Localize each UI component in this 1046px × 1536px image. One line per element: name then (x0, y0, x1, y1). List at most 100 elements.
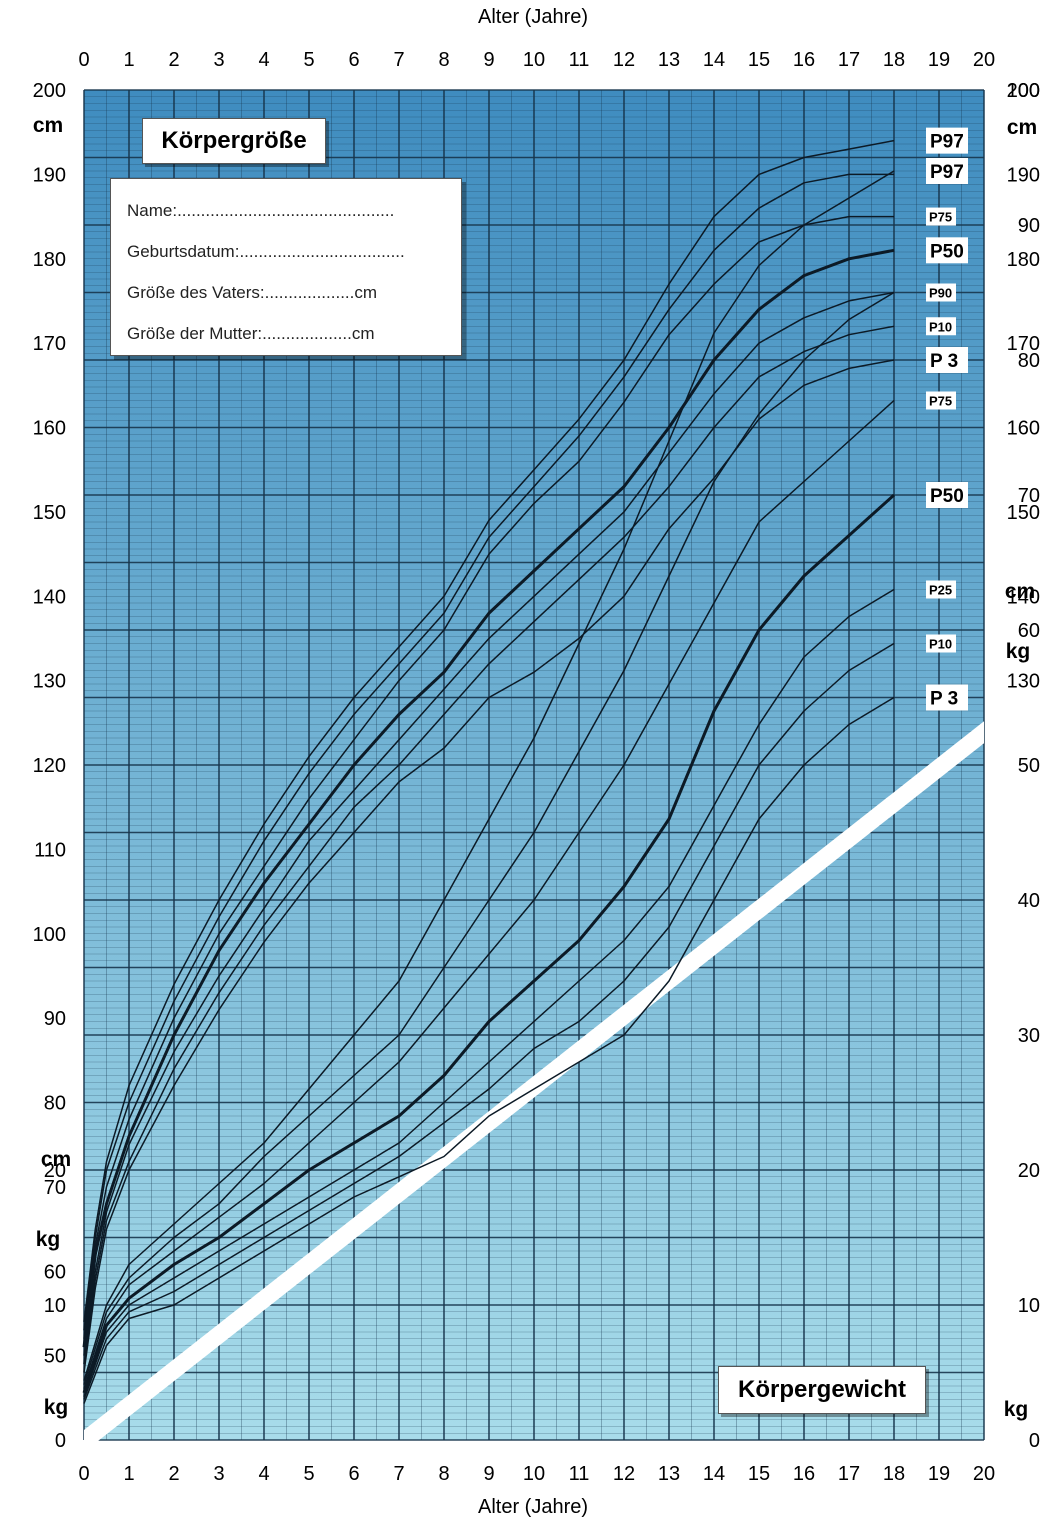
height-tick-right: 140 (1007, 586, 1040, 608)
x-tick-label-bottom: 15 (748, 1463, 770, 1485)
unit-label-cm: cm (1005, 580, 1035, 603)
weight-percentile-label-p97: P97 (930, 162, 964, 183)
x-tick-label-top: 16 (793, 49, 815, 71)
x-tick-label-bottom: 20 (973, 1463, 995, 1485)
weight-tick-right: 20 (1018, 1160, 1040, 1182)
height-tick-right: 200 (1007, 80, 1040, 102)
height-percentile-box (926, 317, 956, 336)
weight-percentile-label-p3: P 3 (930, 689, 958, 710)
x-tick-label-top: 11 (569, 49, 590, 71)
height-percentile-label-p3: P 3 (930, 351, 958, 372)
height-tick-left: 140 (33, 586, 66, 608)
weight-tick-right: 40 (1018, 890, 1040, 912)
unit-label-kg: kg (1004, 1398, 1029, 1421)
x-tick-label-top: 18 (883, 49, 905, 71)
weight-tick-right: 90 (1018, 215, 1040, 237)
height-tick-left: 80 (44, 1093, 66, 1115)
height-tick-left: 110 (34, 839, 66, 861)
weight-percentile-box (926, 158, 968, 184)
height-chart-title: Körpergröße (142, 118, 326, 164)
x-tick-label-bottom: 10 (523, 1463, 545, 1485)
weight-percentile-label-p50: P50 (930, 486, 964, 507)
name-field[interactable]: Name:...................................… (127, 201, 395, 220)
x-tick-label-bottom: 13 (658, 1463, 680, 1485)
x-tick-label-bottom: 3 (213, 1463, 224, 1485)
father-height-field[interactable]: Größe des Vaters:...................cm (127, 283, 378, 302)
height-tick-left: 180 (33, 249, 66, 271)
x-tick-label-top: 0 (78, 49, 89, 71)
height-curve-p90 (83, 173, 894, 1331)
x-tick-label-top: 13 (658, 49, 680, 71)
weight-chart-title: Körpergewicht (718, 1366, 926, 1414)
height-curve-p3 (83, 359, 895, 1373)
x-tick-label-top: 15 (748, 49, 770, 71)
height-tick-left: 200 (33, 80, 66, 102)
weight-curve-p25 (83, 588, 895, 1398)
weight-percentile-box (926, 482, 968, 508)
x-axis-title-top: Alter (Jahre) (477, 6, 589, 28)
x-tick-label-bottom: 6 (348, 1463, 359, 1485)
height-tick-left: 120 (33, 755, 66, 777)
unit-label-cm: cm (1007, 116, 1037, 139)
height-tick-left: 190 (33, 164, 66, 186)
x-tick-label-bottom: 19 (928, 1463, 950, 1485)
x-tick-label-top: 9 (483, 49, 494, 71)
height-tick-left: 130 (33, 671, 66, 693)
height-curve-p97 (83, 139, 895, 1322)
x-tick-label-bottom: 12 (613, 1463, 635, 1485)
height-percentile-box (926, 237, 968, 264)
x-tick-label-top: 12 (613, 49, 635, 71)
unit-label-kg: kg (36, 1228, 61, 1251)
height-tick-right: 150 (1007, 502, 1040, 524)
weight-percentile-label-p10: P10 (929, 637, 952, 652)
weight-tick-right: 10 (1018, 1295, 1040, 1317)
weight-percentile-box (926, 580, 956, 599)
x-tick-label-top: 3 (213, 49, 224, 71)
x-tick-label-top: 17 (838, 49, 860, 71)
height-tick-left: 170 (33, 333, 66, 355)
unit-label-cm: cm (33, 114, 63, 137)
mother-height-field[interactable]: Größe der Mutter:...................cm (127, 324, 375, 343)
x-tick-label-bottom: 1 (123, 1463, 134, 1485)
weight-tick-left: 0 (55, 1430, 66, 1452)
weight-percentile-box (926, 634, 956, 653)
height-tick-right: 130 (1007, 671, 1040, 693)
height-tick-right: 190 (1007, 164, 1040, 186)
height-percentile-label-p75: P75 (929, 210, 952, 225)
x-tick-label-top: 10 (523, 49, 545, 71)
weight-curve-p50 (82, 493, 896, 1394)
weight-tick-right: 50 (1018, 755, 1040, 777)
height-tick-left: 150 (33, 502, 66, 524)
percentile-curves (82, 139, 896, 1404)
x-tick-label-bottom: 5 (303, 1463, 314, 1485)
height-tick-right: 180 (1007, 249, 1040, 271)
height-tick-left: 50 (44, 1346, 66, 1368)
weight-tick-left: 10 (44, 1295, 66, 1317)
height-tick-left: 60 (44, 1261, 66, 1283)
weight-percentile-label-p25: P25 (929, 583, 952, 598)
weight-percentile-box (926, 684, 968, 711)
height-tick-left: 90 (44, 1008, 66, 1030)
x-tick-label-top: 8 (438, 49, 449, 71)
weight-percentile-box (926, 283, 956, 302)
weight-percentile-label-p90: P90 (929, 286, 952, 301)
x-tick-label-top: 2 (168, 49, 179, 71)
x-tick-label-top: 7 (393, 49, 404, 71)
x-tick-label-bottom: 14 (703, 1463, 725, 1485)
tick-labels: 0011223344556677889910101111121213131414… (33, 49, 1040, 1485)
unit-label-kg: kg (1006, 640, 1031, 663)
height-tick-right: 160 (1007, 418, 1040, 440)
x-tick-label-top: 14 (703, 49, 725, 71)
x-tick-label-bottom: 8 (438, 1463, 449, 1485)
x-tick-label-top: 4 (258, 49, 269, 71)
birthdate-field[interactable]: Geburtsdatum:...........................… (127, 242, 405, 261)
x-tick-label-bottom: 7 (393, 1463, 404, 1485)
weight-tick-right: 80 (1018, 350, 1040, 372)
weight-curve-p97 (83, 170, 895, 1381)
x-tick-label-bottom: 2 (168, 1463, 179, 1485)
weight-tick-right: 30 (1018, 1025, 1040, 1047)
weight-tick-left: 20 (44, 1160, 66, 1182)
weight-curve-p3 (83, 696, 895, 1404)
